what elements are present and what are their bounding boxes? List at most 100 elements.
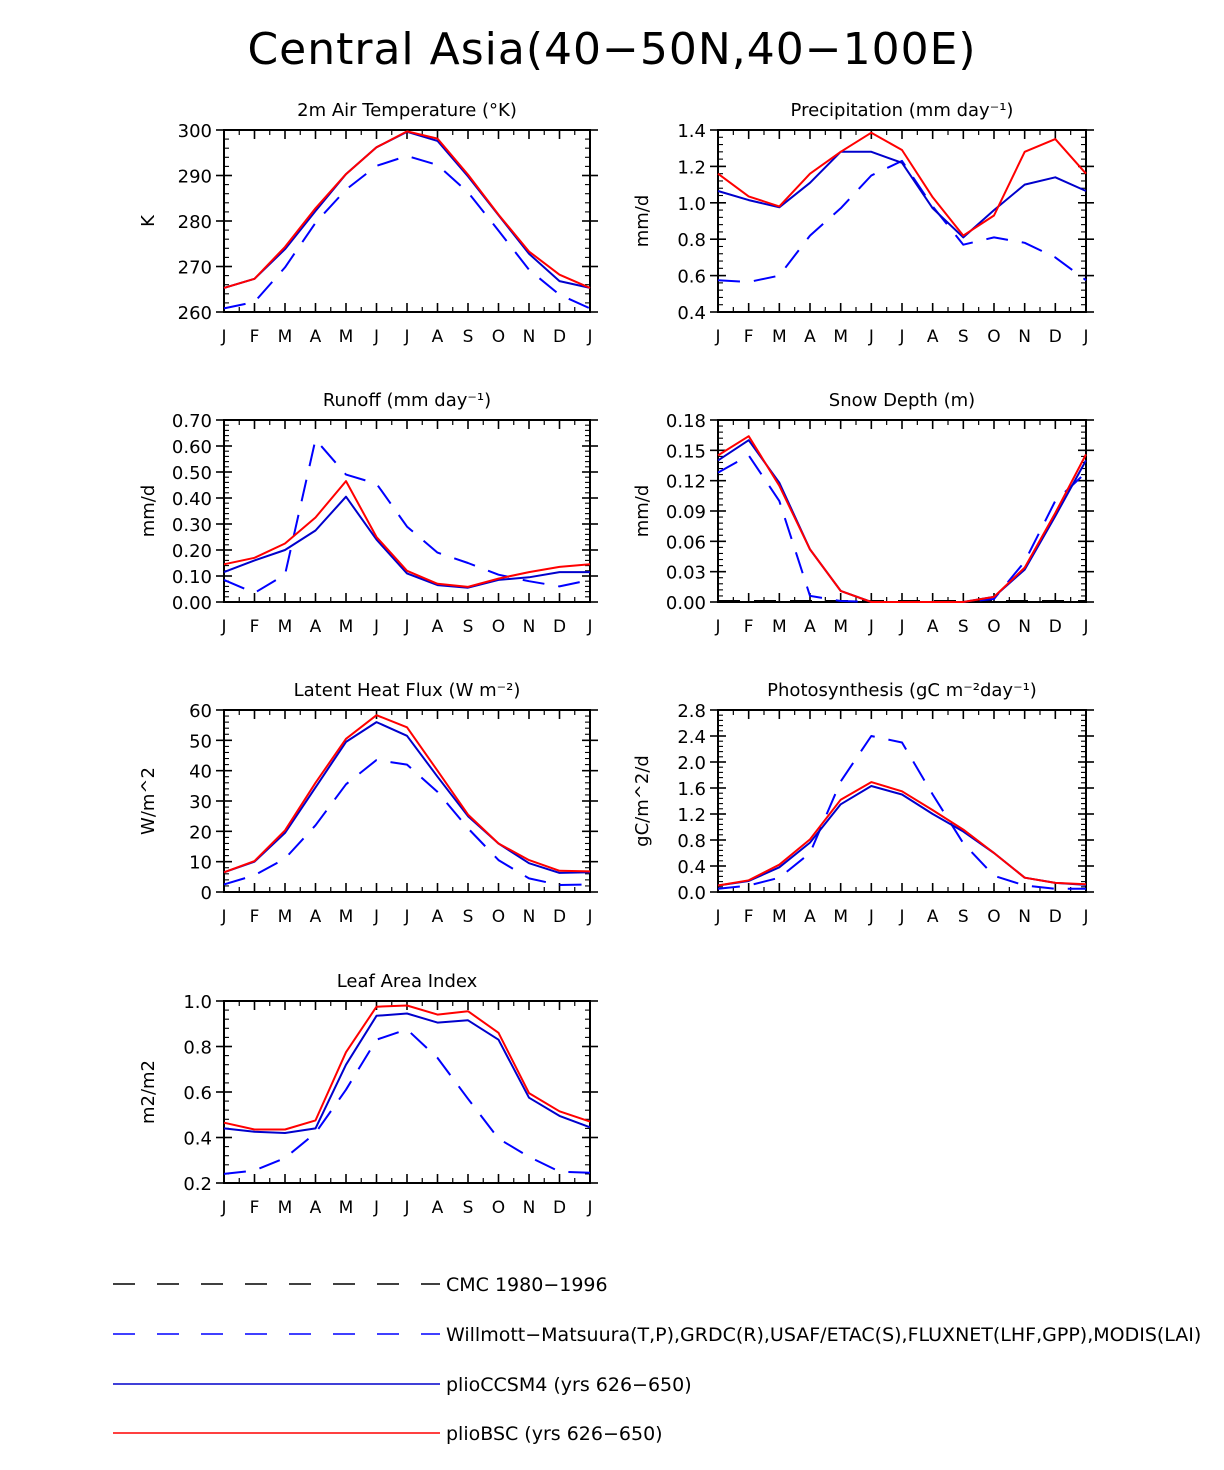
x-tick-label: A (804, 907, 816, 927)
x-tick-label: J (714, 617, 720, 637)
x-tick-label: J (586, 327, 592, 347)
y-tick-label: 2.8 (677, 701, 706, 722)
x-tick-label: A (927, 327, 939, 347)
plot-frame-0 (223, 129, 591, 313)
x-tick-label: M (278, 907, 293, 927)
x-tick-label: S (463, 327, 474, 347)
x-tick-label: J (714, 907, 720, 927)
plot-frame-2 (223, 419, 591, 603)
series-line-plioccsm4 (717, 439, 1087, 603)
series-line-plioccsm4 (717, 150, 1087, 239)
x-tick-label: F (744, 617, 754, 637)
y-tick-label: 0.4 (677, 303, 706, 324)
y-tick-label: 0.06 (666, 532, 706, 553)
x-tick-label: D (1049, 907, 1062, 927)
y-tick-label: 260 (178, 303, 212, 324)
plot-frame-3 (717, 419, 1087, 603)
x-tick-label: A (432, 617, 444, 637)
x-tick-label: D (553, 1198, 566, 1218)
series-line-plioccsm4 (223, 1012, 591, 1134)
y-axis-label: K (138, 214, 159, 227)
y-tick-label: 1.6 (677, 779, 706, 800)
x-tick-label: A (310, 1198, 322, 1218)
x-tick-label: N (1018, 617, 1031, 637)
x-tick-label: M (833, 617, 848, 637)
series-line-plioccsm4 (223, 495, 590, 589)
x-tick-label: S (958, 327, 969, 347)
x-tick-label: M (339, 617, 354, 637)
x-tick-label: J (403, 907, 409, 927)
series-line-plioccsm4 (717, 785, 1087, 887)
y-tick-label: 280 (178, 212, 212, 233)
plot-frame-5 (717, 709, 1087, 893)
x-tick-label: S (463, 907, 474, 927)
x-tick-label: O (987, 907, 1000, 927)
series-line-fluxnet (223, 759, 591, 886)
series-line-fluxnet (717, 735, 1086, 890)
x-tick-label: F (250, 617, 260, 637)
y-tick-label: 0.8 (183, 1038, 212, 1059)
x-tick-label: J (220, 1198, 226, 1218)
series-line-pliobsc (223, 480, 591, 588)
y-tick-label: 270 (178, 258, 212, 279)
y-tick-label: 0.30 (172, 515, 212, 536)
panel-title: Photosynthesis (gC m⁻²day⁻¹) (767, 680, 1037, 701)
series-line-pliobsc (223, 714, 591, 874)
plot-frame-1 (717, 129, 1087, 313)
x-tick-label: J (403, 1198, 409, 1218)
y-tick-label: 0.00 (172, 593, 212, 614)
y-tick-label: 0.60 (172, 437, 212, 458)
x-tick-label: O (492, 1198, 505, 1218)
x-tick-label: N (1018, 327, 1031, 347)
x-tick-label: A (310, 327, 322, 347)
x-tick-label: D (1049, 327, 1062, 347)
x-tick-label: J (868, 327, 874, 347)
x-tick-label: A (927, 617, 939, 637)
x-tick-label: J (1082, 327, 1088, 347)
y-tick-label: 0.10 (172, 567, 212, 588)
y-tick-label: 0.2 (183, 1174, 212, 1195)
x-tick-label: J (373, 1198, 379, 1218)
x-tick-label: M (833, 907, 848, 927)
x-tick-label: J (220, 907, 226, 927)
x-tick-label: A (927, 907, 939, 927)
x-tick-label: J (586, 907, 592, 927)
legend-label-3: plioBSC (yrs 626−650) (446, 1423, 663, 1445)
y-tick-label: 0.50 (172, 463, 212, 484)
panel-title: 2m Air Temperature (°K) (297, 100, 517, 121)
x-tick-label: A (804, 617, 816, 637)
page-title: Central Asia(40−50N,40−100E) (247, 24, 977, 75)
y-tick-label: 0.12 (666, 472, 706, 493)
x-tick-label: S (463, 617, 474, 637)
series-line-plioccsm4 (223, 130, 591, 289)
x-tick-label: J (586, 617, 592, 637)
y-tick-label: 1.2 (677, 157, 706, 178)
panel-title: Precipitation (mm day⁻¹) (791, 100, 1014, 121)
y-tick-label: 0.6 (183, 1083, 212, 1104)
x-tick-label: J (898, 907, 904, 927)
y-tick-label: 40 (189, 762, 212, 783)
x-tick-label: M (278, 327, 293, 347)
series-line-pliobsc (717, 131, 1087, 237)
panel-title: Latent Heat Flux (W m⁻²) (294, 680, 521, 701)
y-tick-label: 0.15 (666, 441, 706, 462)
x-tick-label: M (339, 1198, 354, 1218)
y-tick-label: 1.0 (677, 194, 706, 215)
x-tick-label: J (403, 617, 409, 637)
x-tick-label: D (553, 907, 566, 927)
x-tick-label: A (310, 617, 322, 637)
y-tick-label: 2.4 (677, 727, 706, 748)
y-tick-label: 0.40 (172, 489, 212, 510)
y-axis-label: mm/d (632, 195, 653, 248)
y-tick-label: 0.20 (172, 541, 212, 562)
y-axis-label: gC/m^2/d (632, 755, 653, 847)
series-line-pliobsc (717, 781, 1087, 887)
legend-label-2: plioCCSM4 (yrs 626−650) (446, 1374, 692, 1396)
y-tick-label: 30 (189, 792, 212, 813)
y-axis-label: W/m^2 (138, 767, 159, 835)
y-tick-label: 0.09 (666, 502, 706, 523)
x-tick-label: O (987, 327, 1000, 347)
y-tick-label: 300 (178, 121, 212, 142)
x-tick-label: J (403, 327, 409, 347)
